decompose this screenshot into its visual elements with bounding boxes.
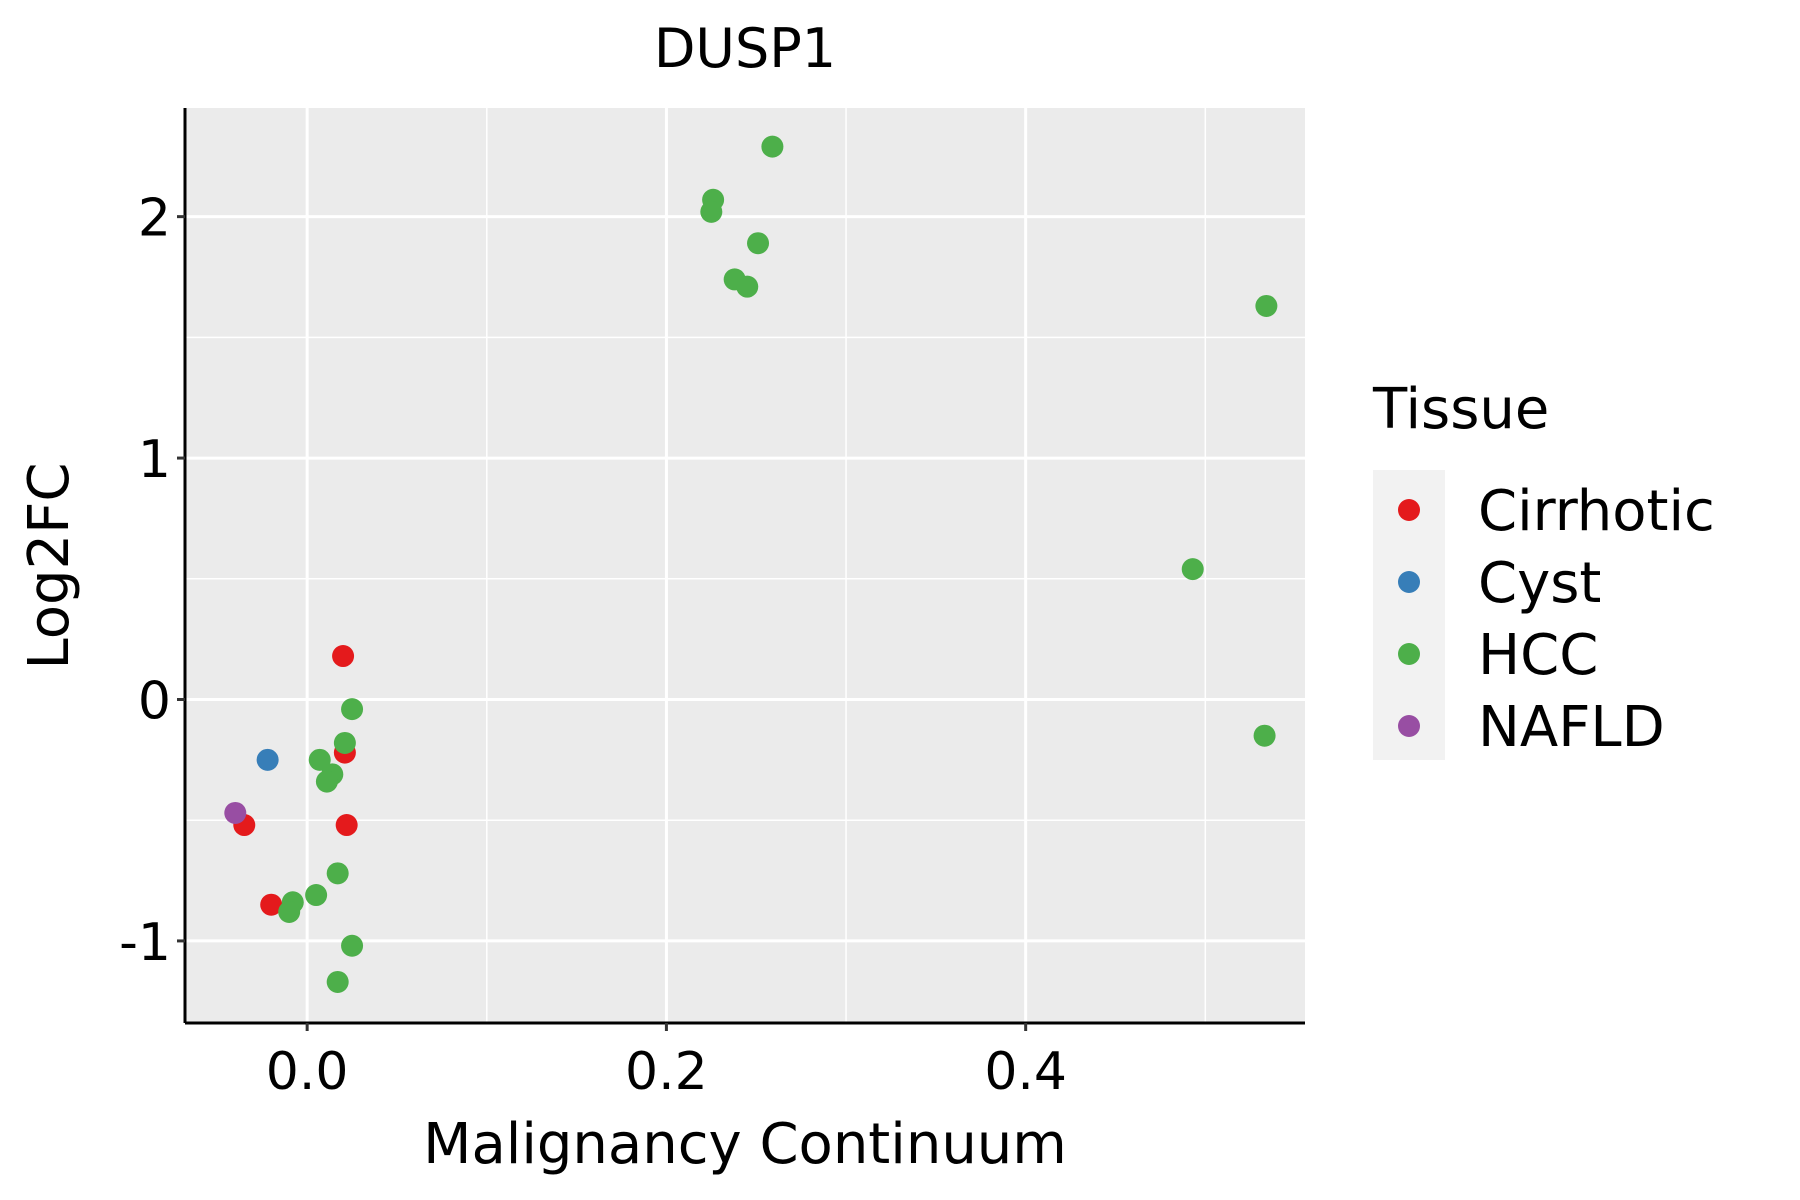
legend-title: Tissue — [1372, 377, 1549, 442]
data-point-hcc — [326, 862, 349, 885]
y-axis-title: Log2FC — [17, 463, 82, 670]
data-point-nafld — [224, 801, 247, 824]
y-tick-label: 0 — [138, 671, 171, 731]
legend-key-hcc — [1398, 643, 1420, 665]
legend-label-hcc: HCC — [1478, 623, 1598, 688]
data-point-hcc — [326, 970, 349, 993]
data-point-cirrhotic — [335, 814, 358, 837]
y-tick-label: 1 — [138, 430, 171, 490]
y-tick-label: 2 — [138, 189, 171, 249]
data-point-hcc — [278, 900, 301, 923]
y-axis-ticks: -1 0 1 2 — [119, 189, 185, 973]
data-point-cirrhotic — [260, 893, 283, 916]
x-tick-label: 0.2 — [625, 1042, 708, 1102]
y-tick-label: -1 — [119, 913, 171, 973]
x-tick-label: 0.4 — [984, 1042, 1067, 1102]
data-point-hcc — [747, 232, 770, 255]
data-point-hcc — [1255, 294, 1278, 317]
data-point-hcc — [1181, 558, 1204, 581]
data-point-cirrhotic — [332, 645, 355, 668]
data-points — [224, 135, 1278, 993]
legend-label-cirrhotic: Cirrhotic — [1478, 479, 1715, 544]
data-point-hcc — [1253, 724, 1276, 747]
data-point-hcc — [333, 731, 356, 754]
x-tick-label: 0.0 — [266, 1042, 349, 1102]
legend-key-cyst — [1398, 571, 1420, 593]
x-axis-title: Malignancy Continuum — [423, 1112, 1067, 1177]
legend-label-nafld: NAFLD — [1478, 695, 1665, 760]
data-point-hcc — [308, 748, 331, 771]
data-point-cyst — [256, 748, 279, 771]
legend-key-cirrhotic — [1398, 499, 1420, 521]
data-point-hcc — [315, 770, 338, 793]
data-point-hcc — [700, 200, 723, 223]
legend: Tissue Cirrhotic Cyst HCC NAFLD — [1372, 377, 1715, 760]
legend-label-cyst: Cyst — [1478, 551, 1601, 616]
minor-gridlines — [185, 108, 1305, 1023]
data-point-hcc — [305, 884, 328, 907]
data-point-hcc — [341, 934, 364, 957]
legend-key-nafld — [1398, 715, 1420, 737]
plot-panel — [185, 108, 1305, 1023]
x-axis-ticks: 0.0 0.2 0.4 — [266, 1023, 1067, 1102]
data-point-hcc — [761, 135, 784, 158]
data-point-hcc — [736, 275, 759, 298]
chart-title: DUSP1 — [654, 17, 836, 80]
major-gridlines — [185, 108, 1305, 1023]
data-point-hcc — [341, 698, 364, 721]
